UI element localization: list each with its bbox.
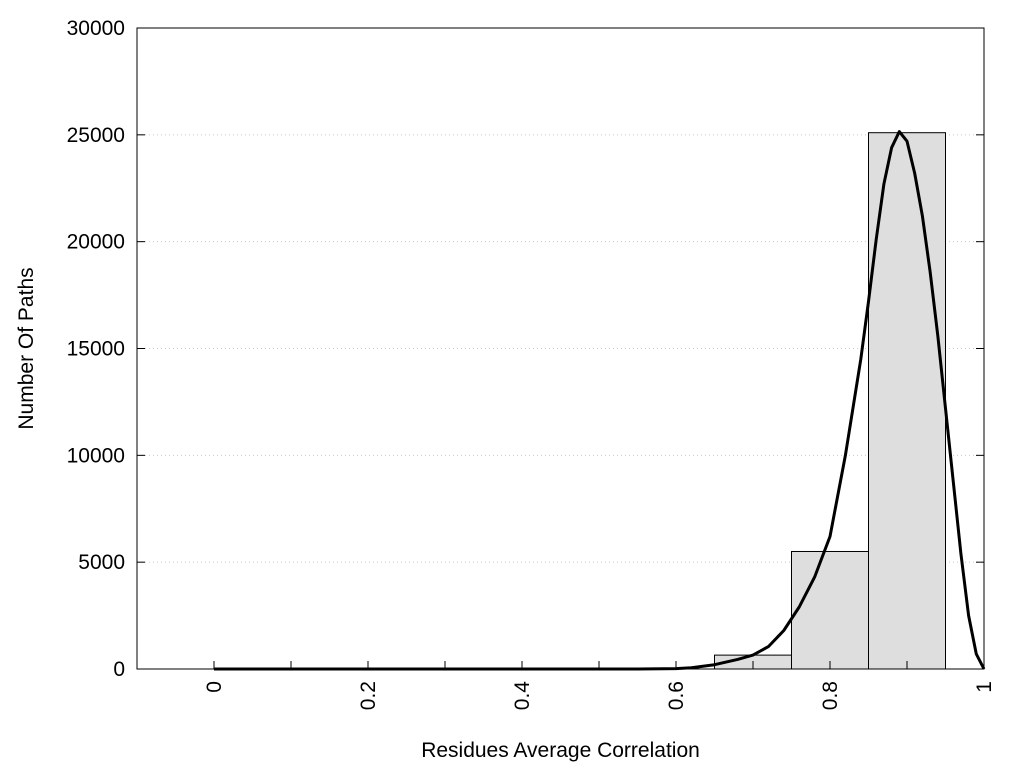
x-tick-label: 1 [973,681,996,693]
y-axis-title: Number Of Paths [15,267,38,429]
axis-ticks [137,134,984,669]
y-tick-label: 5000 [78,551,125,574]
grid-lines [137,134,984,563]
y-tick-label: 20000 [67,231,125,254]
histogram-bar [791,550,869,670]
x-tick-label: 0.6 [665,681,688,710]
y-tick-label: 30000 [67,17,125,40]
x-tick-label: 0.2 [357,681,380,710]
y-tick-label: 25000 [67,124,125,147]
histogram-bars [714,132,946,670]
y-tick-label: 10000 [67,444,125,467]
tick-labels: 0 5000 10000 15000 20000 25000 30000 0 0.2 0.4 0.6… [67,17,996,710]
histogram-bar [868,132,946,670]
x-tick-label: 0 [203,681,226,693]
y-tick-label: 0 [113,658,125,681]
x-tick-label: 0.4 [511,681,534,711]
x-axis-title: Residues Average Correlation [421,739,700,762]
y-tick-label: 15000 [67,338,125,361]
x-tick-label: 0.8 [819,681,842,710]
